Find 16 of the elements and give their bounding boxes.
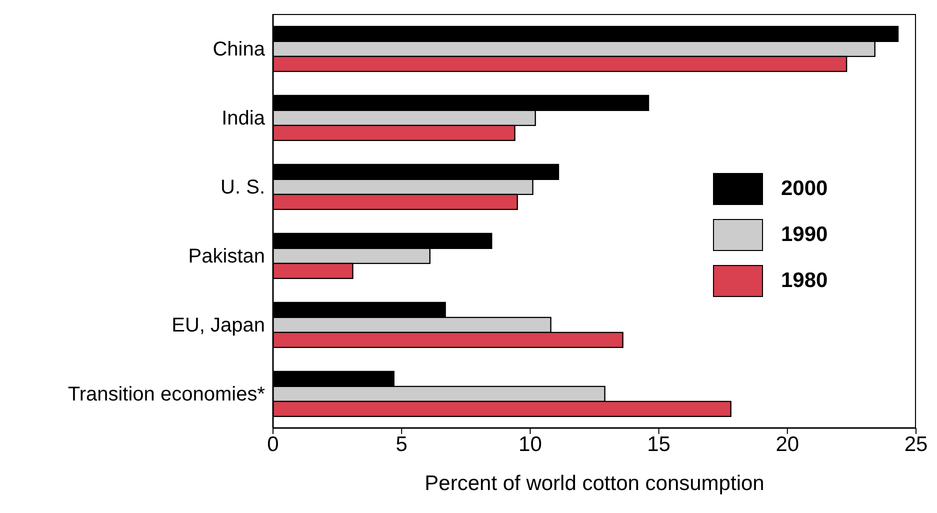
- y-tick-label: EU, Japan: [172, 314, 265, 337]
- x-tick-label: 15: [647, 432, 670, 456]
- legend-label: 1980: [781, 269, 828, 293]
- x-tick-label: 20: [776, 432, 800, 456]
- y-tick-label: China: [212, 38, 266, 61]
- x-axis-title: Percent of world cotton consumption: [424, 472, 764, 495]
- y-tick-label: Pakistan: [188, 246, 265, 268]
- legend-label: 1990: [781, 223, 828, 247]
- x-tick-label: 5: [396, 432, 408, 456]
- x-tick-label: 0: [267, 432, 279, 456]
- x-tick-label: 25: [904, 432, 928, 456]
- y-tick-label: India: [222, 108, 266, 130]
- legend-label: 2000: [781, 177, 828, 201]
- y-tick-label: Transition economies*: [68, 384, 266, 406]
- x-tick-label: 10: [518, 432, 542, 456]
- y-tick-label: U. S.: [220, 176, 265, 199]
